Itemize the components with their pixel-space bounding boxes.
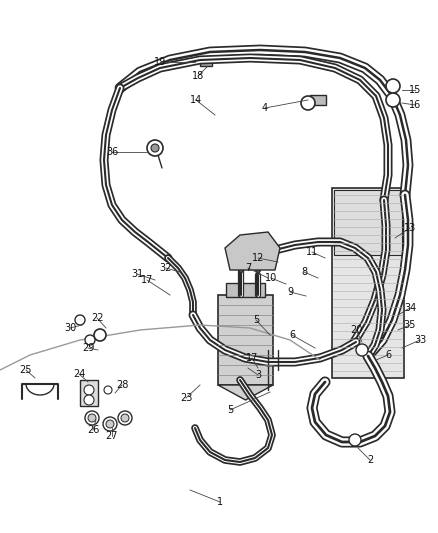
Bar bbox=[218, 295, 273, 385]
Text: 16: 16 bbox=[409, 100, 421, 110]
Text: 33: 33 bbox=[414, 335, 426, 345]
Text: 2: 2 bbox=[367, 455, 373, 465]
Bar bbox=[226, 283, 265, 297]
Circle shape bbox=[147, 140, 163, 156]
Text: 26: 26 bbox=[87, 425, 99, 435]
Text: 6: 6 bbox=[289, 330, 295, 340]
Text: 4: 4 bbox=[262, 103, 268, 113]
Text: 12: 12 bbox=[252, 253, 264, 263]
Bar bbox=[334, 190, 402, 255]
Circle shape bbox=[301, 96, 315, 110]
Polygon shape bbox=[225, 232, 280, 270]
Circle shape bbox=[84, 385, 94, 395]
Circle shape bbox=[85, 335, 95, 345]
Text: 22: 22 bbox=[91, 313, 103, 323]
Text: 18: 18 bbox=[192, 71, 204, 81]
Text: 8: 8 bbox=[301, 267, 307, 277]
Bar bbox=[200, 58, 212, 66]
Text: 28: 28 bbox=[116, 380, 128, 390]
Text: 34: 34 bbox=[404, 303, 416, 313]
Text: 25: 25 bbox=[20, 365, 32, 375]
Text: 20: 20 bbox=[350, 325, 362, 335]
Circle shape bbox=[349, 434, 361, 446]
Circle shape bbox=[103, 417, 117, 431]
Text: 35: 35 bbox=[404, 320, 416, 330]
Circle shape bbox=[88, 414, 96, 422]
Text: 17: 17 bbox=[246, 353, 258, 363]
Text: 11: 11 bbox=[306, 247, 318, 257]
Text: 19: 19 bbox=[154, 57, 166, 67]
Circle shape bbox=[106, 420, 114, 428]
Circle shape bbox=[84, 395, 94, 405]
Circle shape bbox=[94, 329, 106, 341]
Circle shape bbox=[151, 144, 159, 152]
Text: 32: 32 bbox=[160, 263, 172, 273]
Text: 27: 27 bbox=[106, 431, 118, 441]
Circle shape bbox=[356, 344, 368, 356]
Text: 17: 17 bbox=[141, 275, 153, 285]
Bar bbox=[332, 188, 404, 378]
Text: 13: 13 bbox=[404, 223, 416, 233]
Circle shape bbox=[104, 386, 112, 394]
Text: 23: 23 bbox=[180, 393, 192, 403]
Circle shape bbox=[386, 93, 400, 107]
Circle shape bbox=[386, 79, 400, 93]
Bar bbox=[310, 95, 326, 105]
Text: 15: 15 bbox=[409, 85, 421, 95]
Text: 31: 31 bbox=[131, 269, 143, 279]
Text: 36: 36 bbox=[106, 147, 118, 157]
Circle shape bbox=[75, 315, 85, 325]
Text: 30: 30 bbox=[64, 323, 76, 333]
Circle shape bbox=[121, 414, 129, 422]
Text: 9: 9 bbox=[287, 287, 293, 297]
Text: 6: 6 bbox=[385, 350, 391, 360]
Text: 10: 10 bbox=[265, 273, 277, 283]
Circle shape bbox=[118, 411, 132, 425]
Bar bbox=[80, 380, 98, 406]
Text: 24: 24 bbox=[73, 369, 85, 379]
Text: 5: 5 bbox=[227, 405, 233, 415]
Text: 1: 1 bbox=[217, 497, 223, 507]
Text: 5: 5 bbox=[253, 315, 259, 325]
Text: 3: 3 bbox=[255, 370, 261, 380]
Polygon shape bbox=[218, 385, 273, 400]
Circle shape bbox=[85, 411, 99, 425]
Text: 29: 29 bbox=[82, 343, 94, 353]
Text: 7: 7 bbox=[245, 263, 251, 273]
Text: 14: 14 bbox=[190, 95, 202, 105]
